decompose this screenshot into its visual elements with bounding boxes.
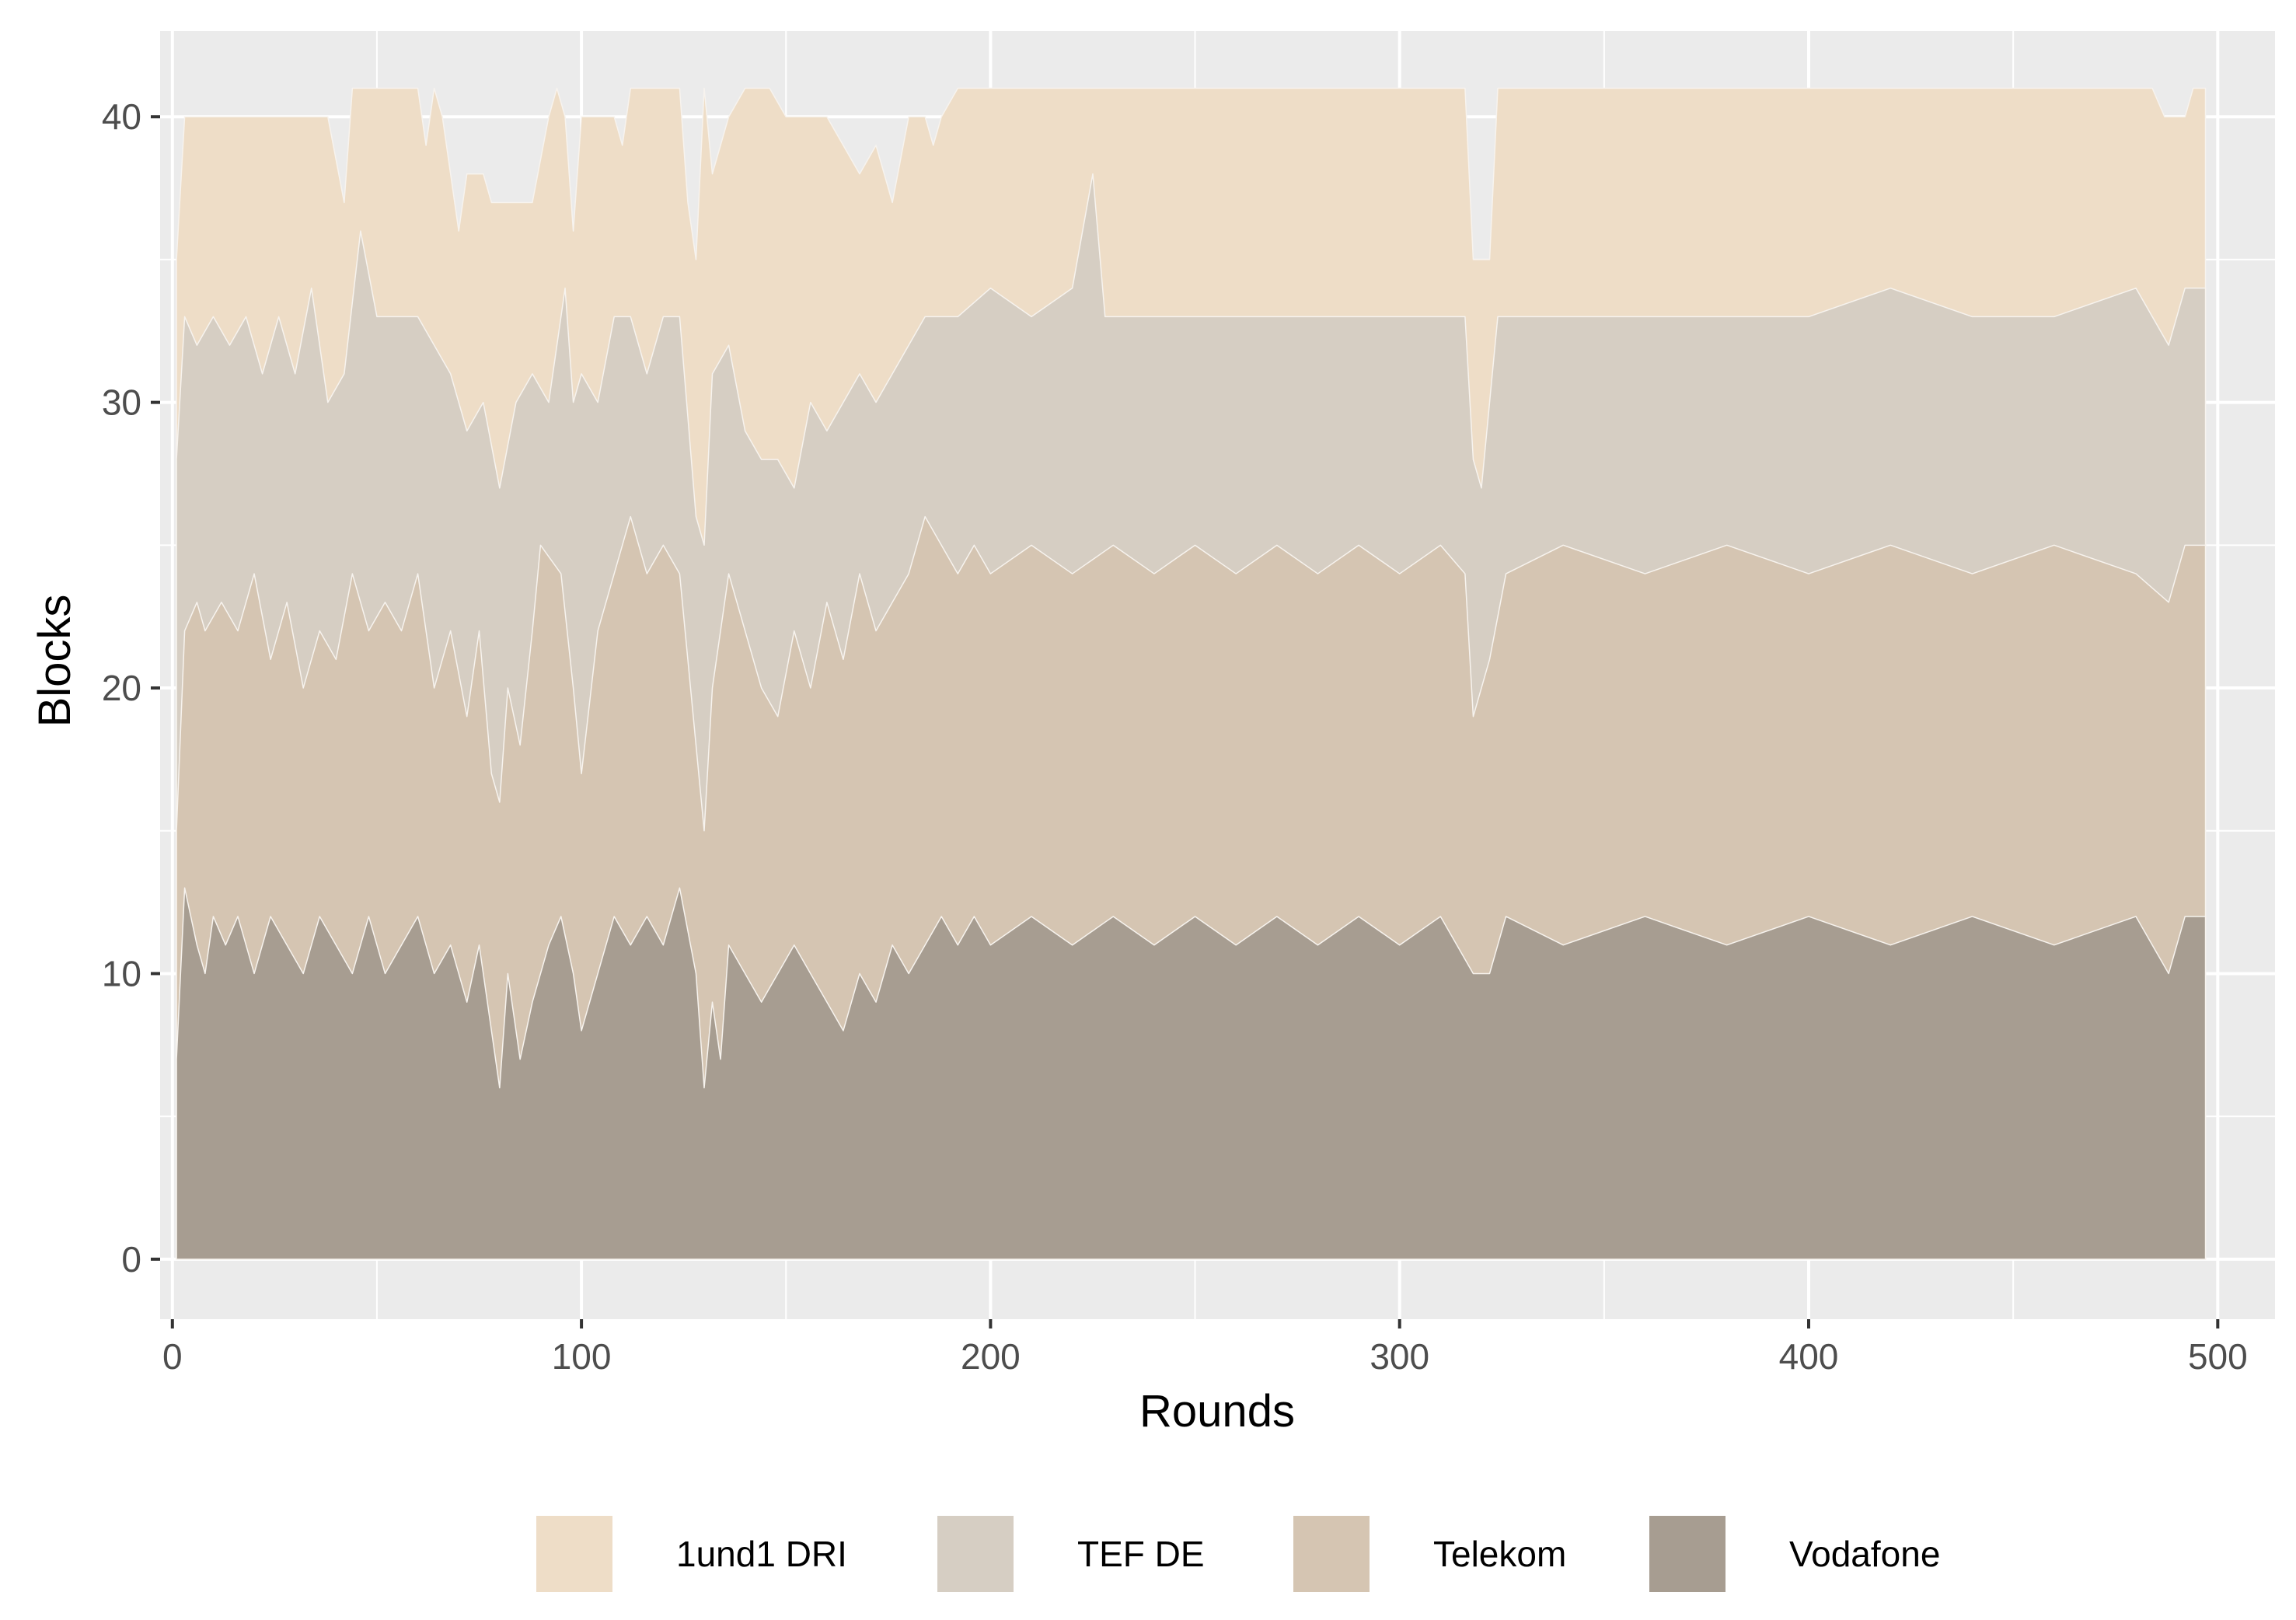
x-tick-label: 300	[1370, 1336, 1429, 1377]
legend-label: Vodafone	[1789, 1534, 1940, 1574]
area-vodafone	[176, 887, 2207, 1260]
legend-key	[937, 1516, 1014, 1592]
x-axis-title: Rounds	[1139, 1386, 1295, 1437]
legend-label: Telekom	[1433, 1534, 1566, 1574]
y-tick-label: 30	[102, 382, 141, 423]
legend-key	[536, 1516, 612, 1592]
y-tick-label: 40	[102, 96, 141, 137]
y-tick-label: 0	[121, 1239, 141, 1280]
legend-key	[1649, 1516, 1725, 1592]
x-tick-label: 500	[2188, 1336, 2248, 1377]
legend-label: TEF DE	[1077, 1534, 1205, 1574]
legend-label: 1und1 DRI	[676, 1534, 847, 1574]
x-tick-label: 100	[552, 1336, 612, 1377]
x-tick-label: 200	[961, 1336, 1021, 1377]
y-axis-title: Blocks	[30, 595, 80, 728]
legend-key	[1293, 1516, 1370, 1592]
x-tick-label: 0	[162, 1336, 183, 1377]
x-tick-label: 400	[1779, 1336, 1839, 1377]
y-tick-label: 10	[102, 953, 141, 993]
area-layers	[176, 87, 2207, 1260]
legend: 1und1 DRI TEF DE Telekom Vodafone	[536, 1516, 1940, 1592]
y-tick-label: 20	[102, 668, 141, 708]
